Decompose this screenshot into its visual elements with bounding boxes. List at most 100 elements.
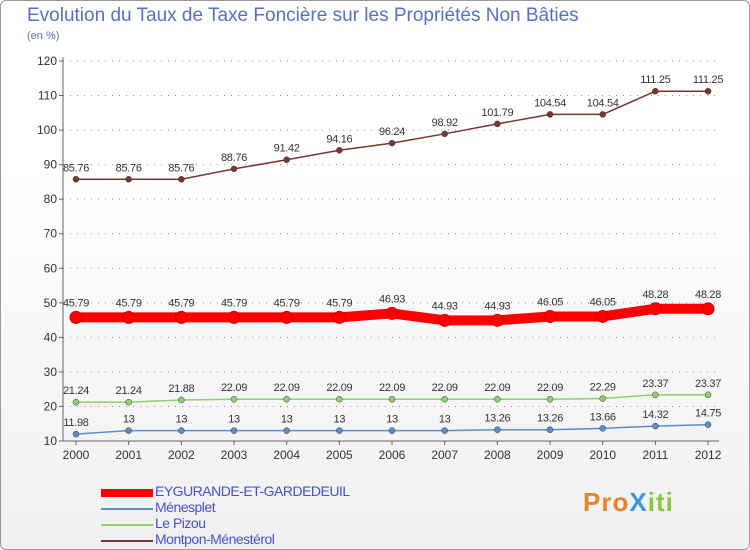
data-point [230, 165, 238, 173]
data-label: 13.26 [537, 413, 563, 425]
data-point [336, 427, 343, 434]
x-tick-label: 2011 [642, 448, 668, 462]
brand-logo: ProXiti [583, 487, 674, 518]
data-point [441, 130, 448, 138]
data-label: 44.93 [432, 300, 458, 312]
data-label: 22.09 [484, 382, 510, 394]
brand-letter: X [629, 487, 648, 517]
data-point [385, 306, 399, 320]
legend-swatch-eygurande [101, 489, 153, 497]
data-point [336, 395, 343, 403]
y-tick-label: 110 [38, 89, 57, 103]
data-point [490, 313, 504, 327]
brand-letter: P [583, 487, 602, 517]
data-point [652, 391, 659, 399]
x-tick-label: 2001 [115, 448, 142, 462]
data-label: 14.75 [695, 408, 721, 420]
data-label: 45.79 [274, 297, 300, 309]
x-tick-label: 2010 [589, 448, 616, 462]
data-label: 46.93 [379, 293, 405, 305]
data-label: 48.28 [695, 289, 721, 301]
data-point [438, 313, 452, 327]
brand-letter: i [665, 487, 674, 517]
data-label: 21.24 [63, 385, 89, 397]
y-tick-label: 30 [44, 365, 58, 379]
data-point [652, 87, 659, 95]
data-point [72, 398, 80, 406]
y-tick-label: 70 [44, 227, 58, 241]
x-tick-label: 2004 [273, 448, 300, 462]
data-point [494, 120, 501, 128]
y-tick-label: 90 [44, 158, 58, 172]
data-point [599, 395, 606, 402]
data-point [494, 395, 501, 403]
data-label: 22.09 [274, 382, 300, 394]
x-tick-label: 2003 [221, 448, 248, 462]
data-point [701, 302, 715, 316]
data-label: 11.98 [63, 417, 88, 429]
data-point [230, 395, 238, 403]
data-label: 104.54 [587, 97, 619, 109]
data-label: 104.54 [534, 97, 566, 109]
x-tick-label: 2012 [695, 448, 722, 462]
y-tick-label: 20 [44, 399, 58, 413]
data-point [283, 156, 290, 163]
data-label: 13.66 [590, 411, 616, 423]
data-label: 22.09 [326, 382, 352, 394]
data-label: 13 [281, 414, 293, 426]
data-point [543, 309, 557, 323]
data-point [546, 426, 554, 433]
data-point [599, 425, 606, 432]
data-point [178, 427, 185, 434]
x-tick-label: 2008 [484, 448, 511, 462]
data-point [704, 87, 712, 95]
x-tick-label: 2005 [326, 448, 353, 462]
legend-label-le-pizou: Le Pizou [155, 515, 206, 531]
data-point [72, 176, 80, 183]
data-point [230, 427, 238, 434]
data-point [546, 111, 554, 118]
brand-letter: o [612, 487, 630, 517]
legend-swatch-menesplet [101, 508, 153, 510]
data-label: 96.24 [379, 126, 405, 138]
brand-letter: t [655, 487, 666, 517]
data-point [174, 310, 188, 324]
data-point [388, 139, 396, 147]
data-point [704, 391, 712, 399]
data-label: 13 [439, 414, 451, 426]
chart-subtitle: (en %) [27, 30, 60, 42]
data-point [652, 422, 659, 430]
data-point [441, 427, 448, 434]
x-tick-label: 2006 [379, 448, 406, 462]
data-point [283, 427, 290, 434]
data-label: 46.05 [590, 296, 616, 308]
brand-letter: r [601, 487, 613, 517]
data-label: 22.09 [379, 382, 405, 394]
data-point [178, 176, 185, 183]
data-label: 13 [386, 414, 398, 426]
data-label: 23.37 [642, 378, 668, 390]
data-point [125, 427, 132, 434]
data-label: 14.32 [642, 409, 668, 421]
data-label: 21.24 [116, 385, 142, 397]
data-label: 45.79 [326, 297, 352, 309]
data-point [494, 426, 501, 433]
chart-title: Evolution du Taux de Taxe Foncière sur l… [27, 5, 579, 26]
data-label: 101.79 [481, 107, 513, 119]
data-label: 13 [176, 414, 188, 426]
legend-label-menesplet: Ménesplet [155, 499, 216, 515]
data-label: 111.25 [693, 74, 723, 86]
y-tick-label: 80 [44, 192, 58, 206]
data-point [227, 310, 241, 324]
x-tick-label: 2007 [431, 448, 458, 462]
y-tick-label: 60 [44, 261, 58, 275]
data-point [704, 421, 712, 428]
data-label: 13 [123, 414, 135, 426]
x-tick-label: 2002 [168, 448, 195, 462]
data-point [546, 395, 554, 403]
y-tick-label: 10 [44, 434, 58, 448]
x-tick-label: 2000 [63, 448, 90, 462]
y-tick-label: 50 [44, 296, 58, 310]
